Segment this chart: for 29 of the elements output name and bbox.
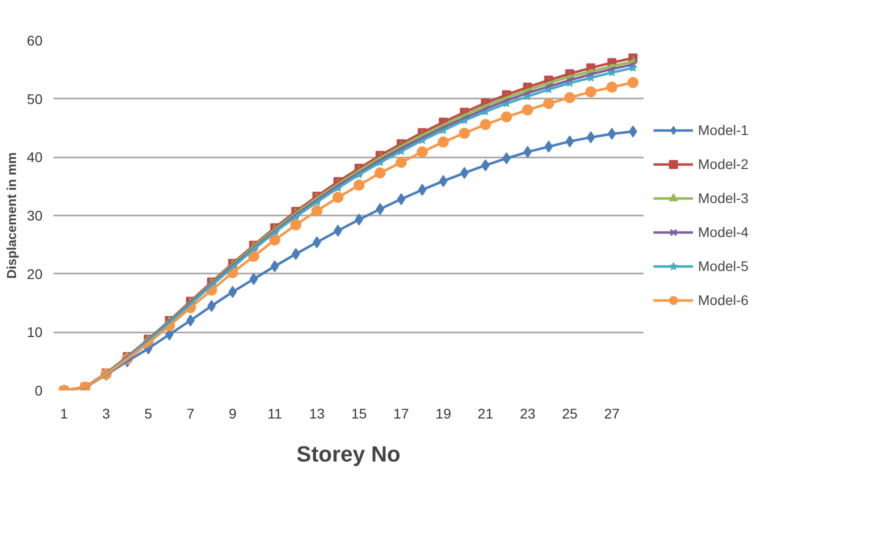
y-tick-label: 10 xyxy=(26,324,43,340)
y-axis-title: Displacement in mm xyxy=(4,152,19,279)
x-tick-label: 17 xyxy=(393,406,410,422)
x-tick-label: 5 xyxy=(144,406,152,422)
x-tick-label: 23 xyxy=(520,406,536,422)
legend-label: Model-6 xyxy=(698,292,749,308)
x-tick-label: 27 xyxy=(604,406,620,422)
legend-label: Model-1 xyxy=(698,122,749,138)
legend-label: Model-3 xyxy=(698,190,749,206)
x-tick-label: 13 xyxy=(309,406,325,422)
x-tick-label: 19 xyxy=(436,406,452,422)
x-tick-label: 9 xyxy=(228,406,237,422)
x-tick-label: 3 xyxy=(102,406,110,422)
y-tick-label: 60 xyxy=(26,32,43,48)
x-axis-title: Storey No xyxy=(296,442,400,466)
legend-label: Model-5 xyxy=(698,258,749,274)
x-tick-label: 21 xyxy=(478,406,494,422)
x-tick-label: 7 xyxy=(186,406,195,422)
y-tick-label: 20 xyxy=(26,266,43,282)
x-tick-label: 15 xyxy=(351,406,368,422)
legend-label: Model-4 xyxy=(698,224,749,240)
x-tick-label: 11 xyxy=(267,406,282,422)
legend-label: Model-2 xyxy=(698,156,749,172)
y-tick-label: 0 xyxy=(34,382,43,398)
x-tick-label: 25 xyxy=(562,406,578,422)
x-tick-label: 1 xyxy=(60,406,68,422)
y-tick-label: 50 xyxy=(26,90,43,107)
y-tick-label: 40 xyxy=(26,149,43,166)
y-tick-label: 30 xyxy=(26,208,43,224)
